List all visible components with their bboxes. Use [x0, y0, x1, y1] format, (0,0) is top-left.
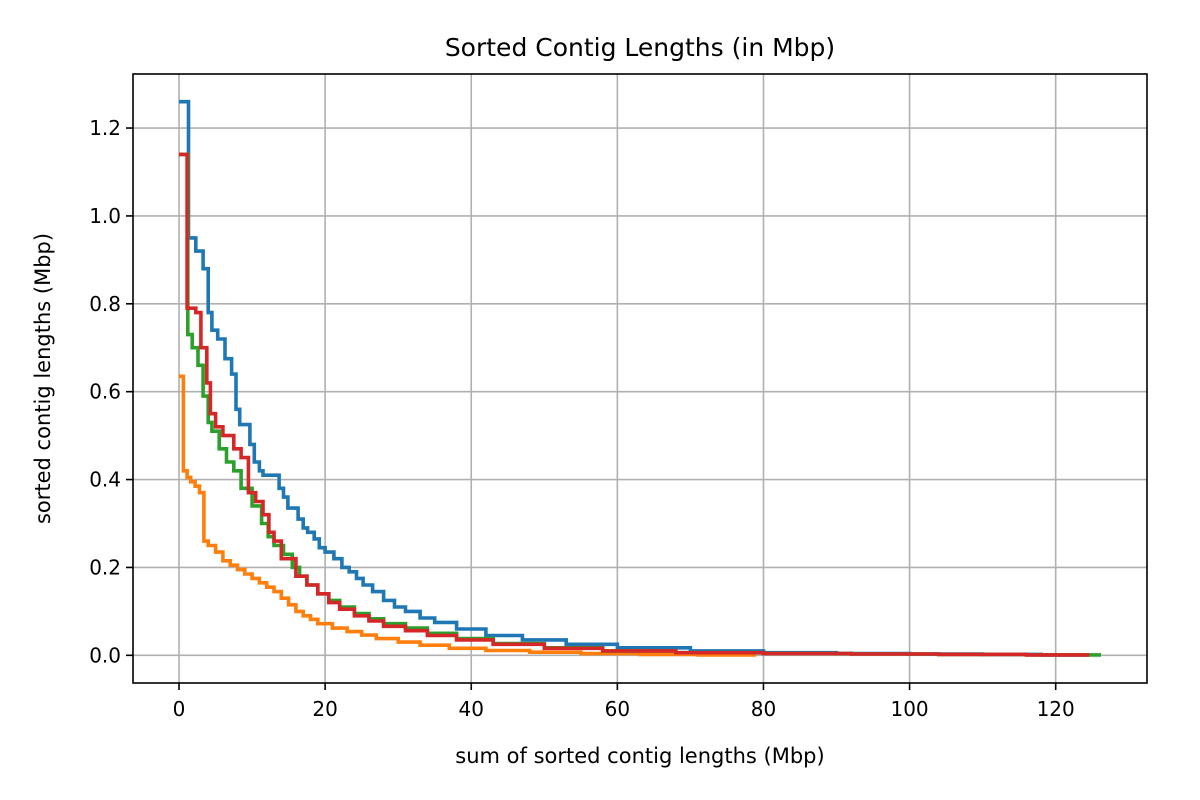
grid — [133, 74, 1147, 683]
x-tick-label: 60 — [605, 697, 630, 721]
series-line-1 — [179, 99, 1090, 657]
x-tick-label: 0 — [173, 697, 186, 721]
y-axis-label: sorted contig lengths (Mbp) — [31, 233, 55, 524]
plot-frame — [132, 73, 1148, 684]
x-tick-label: 80 — [751, 697, 776, 721]
chart-title: Sorted Contig Lengths (in Mbp) — [445, 33, 835, 62]
y-tick-label: 0.8 — [89, 292, 121, 316]
y-tick-label: 1.0 — [89, 204, 121, 228]
y-tick-label: 0.0 — [89, 643, 121, 667]
x-axis: 0 20 40 60 80 100 120 — [173, 683, 1075, 721]
x-tick-label: 40 — [459, 697, 484, 721]
y-tick-label: 1.2 — [89, 116, 121, 140]
series-layer — [179, 99, 1101, 657]
x-tick-label: 120 — [1037, 697, 1075, 721]
series-line-2 — [179, 374, 757, 657]
y-tick-label: 0.2 — [89, 555, 121, 579]
y-axis: 0.0 0.2 0.4 0.6 0.8 1.0 1.2 — [89, 116, 133, 667]
x-tick-label: 20 — [312, 697, 337, 721]
y-tick-label: 0.4 — [89, 468, 121, 492]
x-axis-label: sum of sorted contig lengths (Mbp) — [455, 744, 824, 768]
x-tick-label: 100 — [890, 697, 928, 721]
series-line-4 — [179, 152, 1090, 657]
y-tick-label: 0.6 — [89, 380, 121, 404]
